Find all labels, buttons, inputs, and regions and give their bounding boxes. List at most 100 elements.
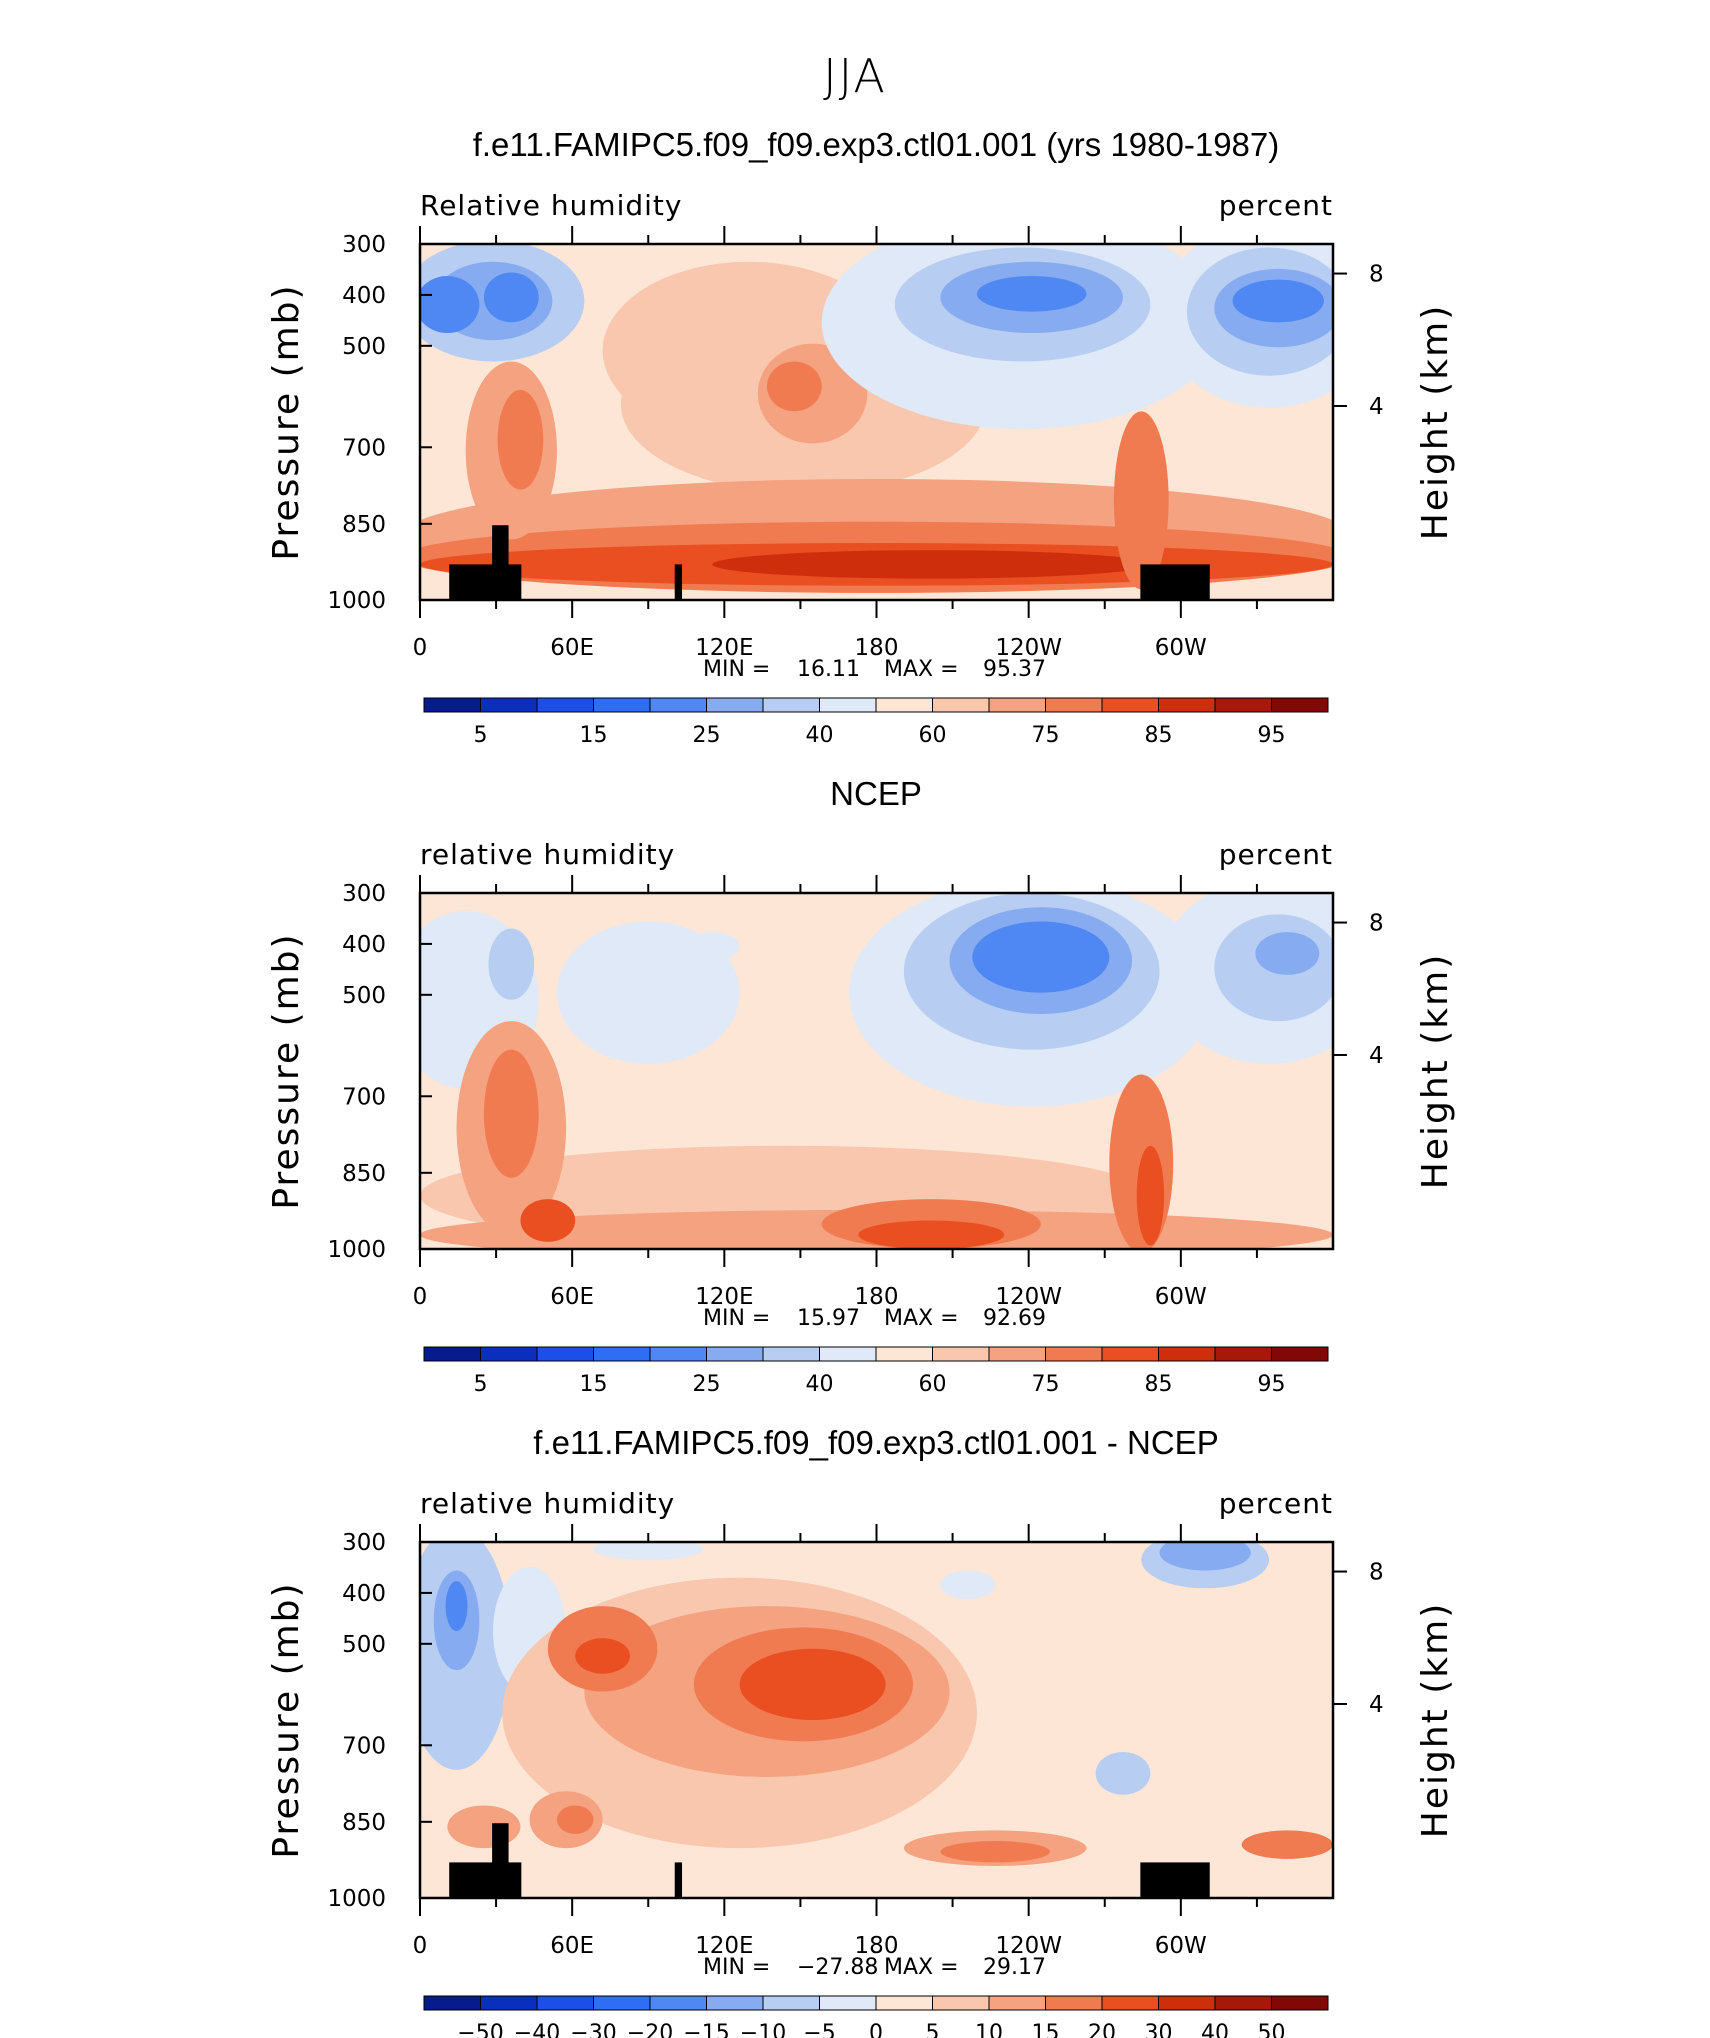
y2-axis-label: Height (km) [1415,1602,1456,1838]
colorbar-swatch [875,1346,933,1362]
contour-region [575,1638,630,1674]
terrain-mask [449,1862,522,1898]
colorbar-label: −10 [740,2021,786,2038]
colorbar-swatch [875,697,933,713]
x-tick-label: 120E [695,1933,753,1959]
colorbar-label: 40 [1201,2021,1229,2038]
colorbar-label: 5 [926,2021,940,2038]
colorbar-swatch [706,1346,764,1362]
colorbar-label: 10 [975,2021,1003,2038]
figure-title: JJA [823,49,887,103]
y2-tick-label: 8 [1369,262,1384,288]
contour-region [766,361,822,412]
colorbar-swatch [1158,1995,1216,2011]
colorbar-swatch [988,697,1046,713]
colorbar-label: 30 [1145,2021,1173,2038]
colorbar-swatch [988,1346,1046,1362]
y2-axis-label: Height (km) [1415,953,1456,1189]
y-tick-label: 300 [342,232,386,258]
y-tick-label: 1000 [327,588,386,614]
colorbar-label: 50 [1258,2021,1286,2038]
colorbar-label: 25 [693,723,721,748]
colorbar-label: 95 [1258,723,1286,748]
panel-3: f.e11.FAMIPC5.f09_f09.exp3.ctl01.001 - N… [266,1424,1456,2038]
colorbar-label: 60 [919,1372,947,1397]
colorbar-swatch [1101,1346,1159,1362]
contour-field [420,893,1333,1249]
contour-region [520,1199,576,1242]
contour-region [972,921,1110,993]
y-tick-label: 500 [342,983,386,1009]
colorbar-swatch [762,1346,820,1362]
colorbar-label: 5 [474,723,488,748]
colorbar-swatch [649,697,707,713]
colorbar-label: −50 [457,2021,503,2038]
min-value: 16.11 [797,657,860,682]
x-tick-label: 120W [995,1284,1062,1310]
colorbar-swatch [706,697,764,713]
colorbar-swatch [1045,697,1103,713]
y-tick-label: 850 [342,512,386,538]
terrain-mask [1140,1862,1210,1898]
contour-region [1255,932,1320,975]
colorbar: 5 15 25 40 60 75 85 95 [423,1346,1329,1397]
min-value: 15.97 [797,1306,860,1331]
min-label: MIN = [703,1306,770,1331]
colorbar-swatch [593,697,651,713]
colorbar-swatch [593,1995,651,2011]
x-tick-label: 120W [995,1933,1062,1959]
colorbar-label: 85 [1145,1372,1173,1397]
contour-region [447,1805,521,1849]
field-label: relative humidity [420,1487,675,1520]
colorbar-swatch [649,1346,707,1362]
colorbar-swatch [706,1995,764,2011]
contour-region [940,1841,1050,1863]
colorbar-swatch [1214,697,1272,713]
colorbar-swatch [1271,697,1329,713]
panel-title: f.e11.FAMIPC5.f09_f09.exp3.ctl01.001 - N… [533,1424,1218,1461]
contour-region [556,921,740,1064]
colorbar-label: 15 [1032,2021,1060,2038]
field-label: relative humidity [420,838,675,871]
x-tick-label: 180 [855,635,899,661]
min-value: −27.88 [797,1955,878,1980]
x-tick-label: 60E [550,1284,594,1310]
terrain-mask [1140,564,1210,600]
colorbar-label: −20 [627,2021,673,2038]
y-tick-label: 850 [342,1161,386,1187]
colorbar-swatch [536,1995,594,2011]
colorbar-swatch [932,1995,990,2011]
min-label: MIN = [703,657,770,682]
colorbar-swatch [819,697,877,713]
panels: f.e11.FAMIPC5.f09_f09.exp3.ctl01.001 (yr… [266,126,1456,2038]
colorbar-label: 75 [1032,1372,1060,1397]
colorbar-swatch [480,1346,538,1362]
colorbar-label: 60 [919,723,947,748]
x-tick-label: 60W [1155,635,1207,661]
contour-region [1113,411,1169,590]
colorbar-swatch [1271,1995,1329,2011]
max-label: MAX = [884,1306,959,1331]
panel-1: f.e11.FAMIPC5.f09_f09.exp3.ctl01.001 (yr… [266,126,1456,748]
colorbar-label: −30 [570,2021,616,2038]
colorbar-swatch [819,1995,877,2011]
x-tick-label: 0 [413,1284,428,1310]
y-tick-label: 700 [342,1733,386,1759]
y2-axis-label: Height (km) [1415,304,1456,540]
colorbar-swatch [762,1995,820,2011]
colorbar-swatch [480,697,538,713]
contour-region [858,1220,1005,1249]
contour-region [483,1049,539,1178]
colorbar-label: 40 [806,1372,834,1397]
colorbar-label: 25 [693,1372,721,1397]
y2-tick-label: 8 [1369,1560,1384,1586]
min-label: MIN = [703,1955,770,1980]
contour-region [445,1581,468,1631]
x-tick-label: 60W [1155,1933,1207,1959]
colorbar: 5 15 25 40 60 75 85 95 [423,697,1329,748]
colorbar-swatch [1158,697,1216,713]
contour-region [712,550,1151,579]
colorbar-label: 75 [1032,723,1060,748]
